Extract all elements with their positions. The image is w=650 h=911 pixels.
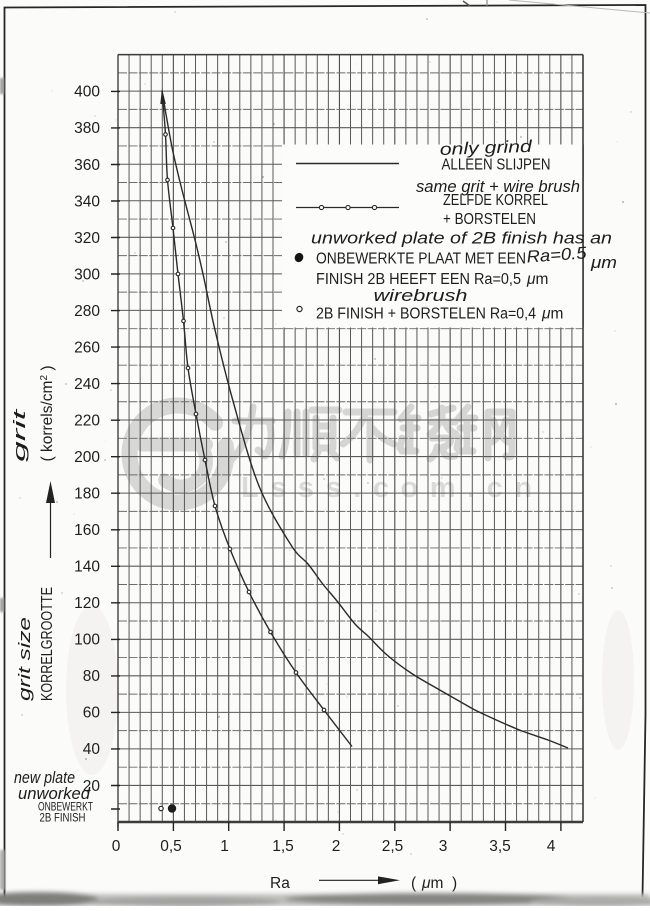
svg-text:KORRELGROOTTE: KORRELGROOTTE	[39, 587, 56, 701]
svg-text:grit size: grit size	[15, 617, 34, 701]
svg-text:180: 180	[74, 486, 100, 503]
svg-text:280: 280	[74, 303, 100, 320]
svg-text:ZELFDE KORREL: ZELFDE KORREL	[443, 192, 548, 209]
svg-text:240: 240	[74, 376, 100, 393]
svg-text:μm: μm	[590, 253, 617, 272]
svg-text:1: 1	[220, 838, 229, 855]
svg-text:μm: μm	[541, 306, 563, 323]
svg-text:Ra=0.5: Ra=0.5	[526, 243, 588, 266]
svg-text:80: 80	[83, 668, 101, 685]
svg-text:ALLEEN SLIJPEN: ALLEEN SLIJPEN	[442, 157, 551, 174]
svg-text:0,5: 0,5	[160, 838, 182, 855]
svg-text:360: 360	[74, 157, 100, 174]
svg-text:400: 400	[74, 84, 100, 101]
svg-text:160: 160	[74, 522, 100, 539]
svg-text:unworked plate of 2B finish ha: unworked plate of 2B finish has an	[311, 229, 612, 248]
svg-text:unworked: unworked	[18, 784, 91, 803]
svg-text:1,5: 1,5	[272, 838, 294, 855]
svg-text:2B FINISH: 2B FINISH	[40, 811, 86, 825]
svg-text:220: 220	[74, 413, 100, 430]
svg-text:0: 0	[112, 838, 121, 855]
svg-text:wirebrush: wirebrush	[374, 286, 468, 305]
svg-text:20: 20	[83, 778, 101, 795]
svg-text:320: 320	[74, 230, 100, 247]
svg-text:( korrels/cm2 ): ( korrels/cm2 )	[39, 366, 56, 462]
svg-text:260: 260	[74, 339, 100, 356]
svg-text:2: 2	[332, 838, 341, 855]
svg-text:3: 3	[439, 838, 448, 855]
svg-text:200: 200	[74, 449, 100, 466]
svg-text:2B FINISH + BORSTELEN Ra=0,4: 2B FINISH + BORSTELEN Ra=0,4	[316, 306, 536, 323]
svg-text:+ BORSTELEN: + BORSTELEN	[443, 211, 536, 228]
svg-text:3,5: 3,5	[489, 838, 511, 855]
svg-text:grit: grit	[10, 407, 29, 462]
svg-text:μm: μm	[526, 271, 548, 288]
svg-text:300: 300	[74, 266, 100, 283]
svg-text:same grit + wire brush: same grit + wire brush	[416, 177, 580, 196]
svg-text:ONBEWERKTE PLAAT MET EEN: ONBEWERKTE PLAAT MET EEN	[316, 251, 526, 268]
svg-text:380: 380	[74, 120, 100, 137]
svg-text:(: (	[411, 875, 417, 892]
svg-text:4: 4	[547, 838, 556, 855]
svg-text:new plate: new plate	[14, 768, 75, 787]
svg-text:140: 140	[74, 559, 100, 576]
svg-text:100: 100	[74, 632, 100, 649]
svg-text:only grind: only grind	[439, 137, 532, 159]
svg-text:FINISH 2B HEEFT EEN Ra=0,5: FINISH 2B HEEFT EEN Ra=0,5	[316, 271, 521, 288]
svg-text:40: 40	[83, 741, 101, 758]
svg-text:60: 60	[83, 705, 101, 722]
svg-text:340: 340	[74, 193, 100, 210]
svg-text:120: 120	[74, 595, 100, 612]
svg-text:2,5: 2,5	[382, 838, 404, 855]
svg-text:Ra: Ra	[270, 875, 290, 892]
svg-text:ONBEWERKT: ONBEWERKT	[38, 800, 93, 814]
svg-text:μm: μm	[421, 875, 443, 892]
svg-text:): )	[452, 875, 457, 892]
svg-text:Lsss.com.cn: Lsss.com.cn	[241, 472, 532, 504]
